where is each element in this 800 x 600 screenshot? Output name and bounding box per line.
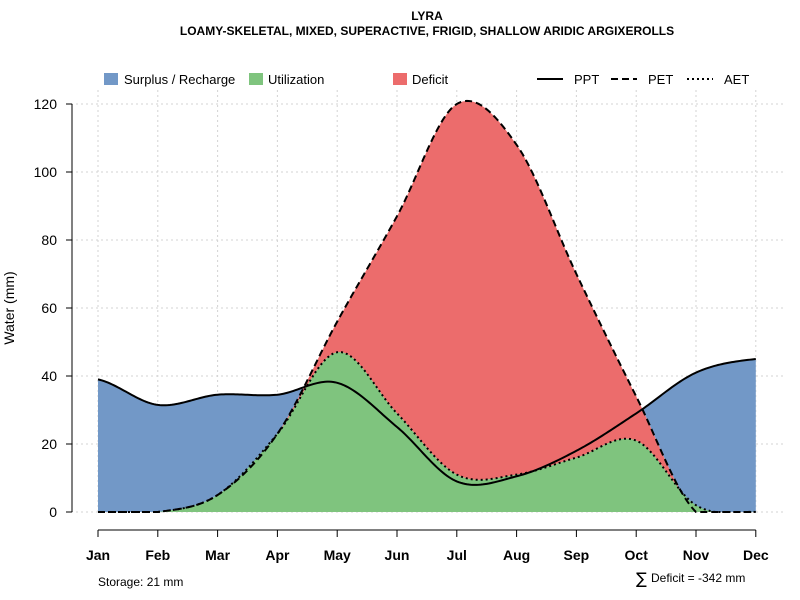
x-tick-label-jun: Jun (385, 547, 410, 563)
x-tick-label-sep: Sep (564, 547, 590, 563)
legend-label-pet: PET (648, 72, 673, 87)
x-tick-label-aug: Aug (503, 547, 530, 563)
y-tick-label-1: 20 (41, 436, 57, 452)
sum-symbol: ∑ (636, 569, 647, 588)
x-tick-label-nov: Nov (683, 547, 710, 563)
area-layer (98, 100, 756, 513)
y-tick-label-2: 40 (41, 368, 57, 384)
deficit-note: Deficit = -342 mm (651, 571, 745, 585)
legend-swatch-deficit (393, 73, 407, 85)
area-deficit (98, 100, 756, 513)
x-tick-label-feb: Feb (145, 547, 170, 563)
x-tick-label-dec: Dec (743, 547, 769, 563)
area-utilization (98, 352, 756, 512)
x-tick-label-may: May (324, 547, 351, 563)
x-tick-label-oct: Oct (625, 547, 649, 563)
series-line-ppt (97, 358, 756, 486)
y-tick-label-6: 120 (34, 96, 58, 112)
y-tick-label-5: 100 (34, 164, 58, 180)
y-tick-label-4: 80 (41, 232, 57, 248)
axes: 0 20 40 60 80 100 120 Jan Feb Mar Apr May Jun Jul Aug S… (34, 96, 769, 563)
x-tick-label-jan: Jan (86, 547, 110, 563)
chart-title: LYRA (411, 9, 443, 23)
legend-swatch-surplus (104, 73, 118, 85)
line-layer (97, 99, 756, 513)
series-line-aet (98, 351, 756, 513)
storage-note: Storage: 21 mm (98, 575, 183, 589)
legend-label-utilization: Utilization (268, 72, 324, 87)
legend-label-surplus: Surplus / Recharge (124, 72, 235, 87)
legend-label-deficit: Deficit (412, 72, 449, 87)
legend-label-aet: AET (724, 72, 749, 87)
legend: Surplus / Recharge Utilization Deficit P… (104, 72, 749, 87)
legend-swatch-utilization (249, 73, 263, 85)
x-tick-label-jul: Jul (447, 547, 467, 563)
legend-label-ppt: PPT (574, 72, 599, 87)
y-tick-label-3: 60 (41, 300, 57, 316)
x-tick-label-mar: Mar (205, 547, 230, 563)
area-surplus-recharge (98, 100, 756, 513)
chart-subtitle: LOAMY-SKELETAL, MIXED, SUPERACTIVE, FRIG… (180, 24, 674, 38)
y-tick-label-0: 0 (49, 504, 57, 520)
y-axis-label: Water (mm) (1, 271, 17, 344)
x-tick-label-apr: Apr (265, 547, 290, 563)
